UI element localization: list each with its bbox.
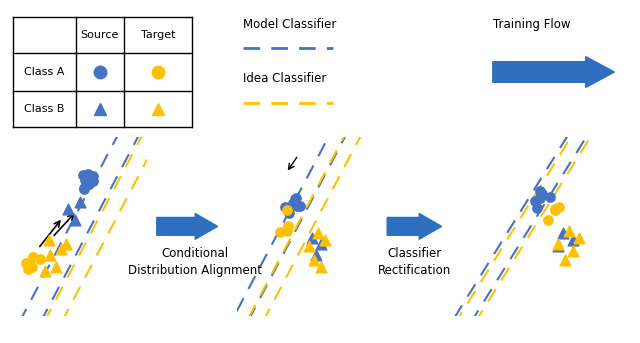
Text: Conditional
Distribution Alignment: Conditional Distribution Alignment [128, 247, 262, 277]
Point [88, 178, 99, 184]
Point [535, 188, 545, 194]
Point [545, 195, 555, 200]
Text: Source: Source [81, 30, 119, 40]
Point [83, 171, 93, 177]
Point [568, 237, 578, 243]
Point [311, 252, 321, 258]
Point [316, 241, 326, 247]
Point [88, 173, 98, 179]
FancyArrow shape [493, 57, 614, 87]
Point [28, 255, 38, 260]
Point [288, 201, 298, 206]
Point [316, 264, 326, 269]
Text: Target: Target [141, 30, 175, 40]
Point [309, 257, 319, 263]
Point [76, 199, 86, 204]
Point [568, 248, 578, 254]
Point [559, 257, 570, 263]
Point [284, 210, 294, 215]
Point [553, 241, 563, 247]
Point [553, 244, 563, 249]
Text: Class A: Class A [24, 67, 65, 77]
Point [550, 207, 560, 213]
Point [40, 268, 51, 274]
Point [70, 217, 80, 223]
Point [564, 228, 574, 234]
Point [543, 217, 553, 223]
Point [291, 196, 301, 201]
Point [282, 228, 292, 233]
Point [312, 230, 323, 236]
Point [537, 191, 547, 197]
Point [280, 205, 290, 210]
Point [45, 252, 56, 258]
Point [63, 206, 73, 211]
Point [79, 185, 90, 191]
Text: Idea Classifier: Idea Classifier [243, 72, 326, 85]
Text: Class B: Class B [24, 104, 65, 114]
Point [282, 208, 292, 213]
Text: Training Flow: Training Flow [493, 17, 570, 31]
Point [61, 241, 72, 247]
Point [56, 246, 66, 251]
Point [554, 204, 564, 210]
Point [295, 203, 305, 208]
Point [530, 199, 540, 204]
Point [44, 237, 54, 243]
Point [80, 177, 90, 183]
Point [23, 266, 33, 271]
Point [78, 173, 88, 178]
Point [20, 260, 31, 266]
Point [27, 264, 37, 270]
Point [550, 206, 560, 212]
Point [557, 230, 568, 236]
Point [84, 177, 94, 183]
Text: Model Classifier: Model Classifier [243, 17, 337, 31]
Point [84, 181, 95, 186]
Point [51, 264, 61, 269]
Point [35, 256, 45, 262]
Point [574, 235, 584, 240]
Point [292, 203, 302, 209]
Point [304, 244, 314, 249]
Point [532, 205, 542, 211]
Point [275, 229, 285, 235]
Point [307, 235, 317, 240]
Point [319, 237, 330, 243]
Point [534, 196, 545, 201]
Point [283, 224, 293, 229]
Text: Classifier
Rectification: Classifier Rectification [378, 247, 451, 277]
Point [289, 197, 300, 202]
Point [79, 187, 90, 192]
